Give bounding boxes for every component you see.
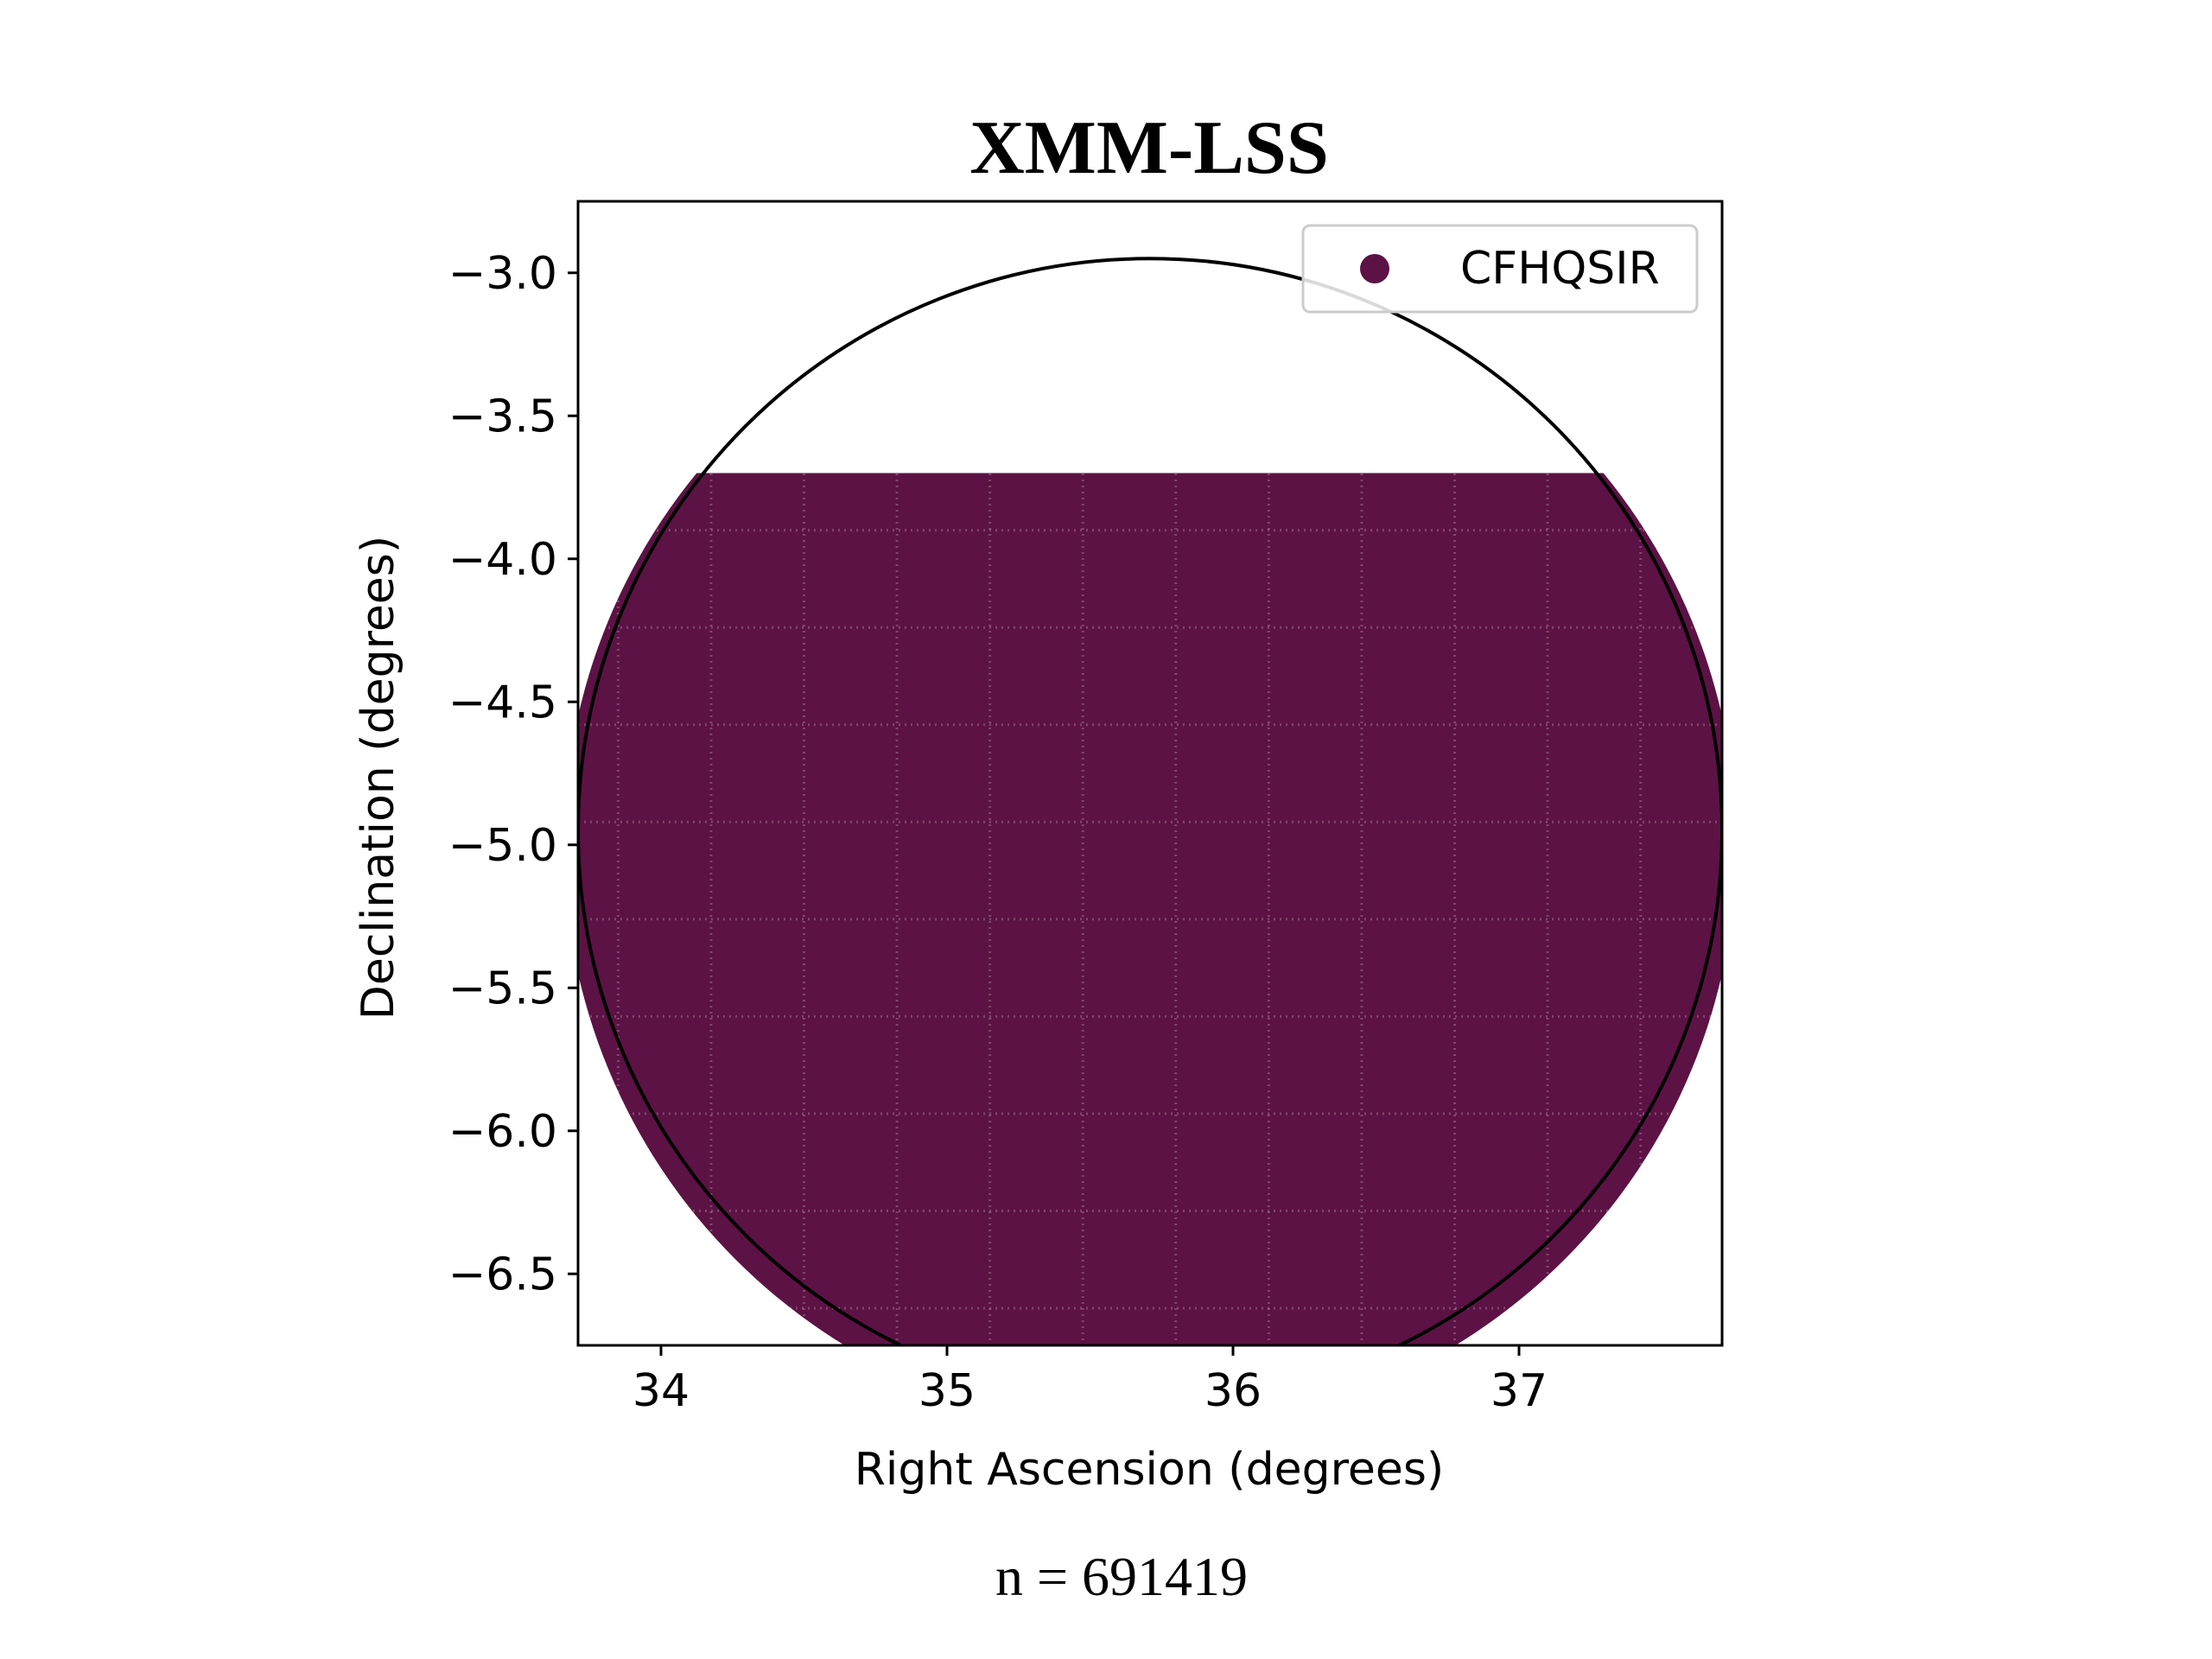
x-axis: 34 35 36 37 <box>632 1345 1548 1417</box>
y-tick-label: −4.5 <box>448 677 557 728</box>
y-tick-label: −6.5 <box>448 1249 557 1300</box>
y-axis-label: Declination (degrees) <box>353 536 404 1020</box>
y-tick-label: −3.5 <box>448 391 557 442</box>
legend: CFHQSIR <box>1301 224 1699 314</box>
y-tick-label: −5.0 <box>448 820 557 872</box>
legend-label-cfhqsir: CFHQSIR <box>1460 243 1660 295</box>
sample-count: n = 691419 <box>995 1546 1248 1607</box>
survey-points-cfhqsir <box>578 473 1722 1345</box>
field-boundary-circle <box>578 257 1722 1345</box>
x-axis-label: Right Ascension (degrees) <box>855 1444 1444 1496</box>
legend-marker-cfhqsir <box>1360 254 1389 283</box>
x-tick-label: 35 <box>918 1365 976 1417</box>
legend-box <box>1301 224 1699 314</box>
x-tick-label: 37 <box>1491 1365 1548 1417</box>
plot-area <box>578 257 1722 1345</box>
y-tick-label: −5.5 <box>448 963 557 1014</box>
survey-coverage-region <box>578 473 1722 1345</box>
plot-frame <box>576 200 1724 1347</box>
y-tick-label: −3.0 <box>448 248 557 300</box>
y-axis: −3.0 −3.5 −4.0 −4.5 −5.0 −5.5 −6.0 −6.5 <box>448 248 578 1300</box>
chart-title: XMM-LSS <box>969 106 1329 190</box>
y-tick-label: −4.0 <box>448 534 557 586</box>
y-tick-label: −6.0 <box>448 1106 557 1158</box>
x-tick-label: 36 <box>1205 1365 1262 1417</box>
x-tick-label: 34 <box>632 1365 690 1417</box>
